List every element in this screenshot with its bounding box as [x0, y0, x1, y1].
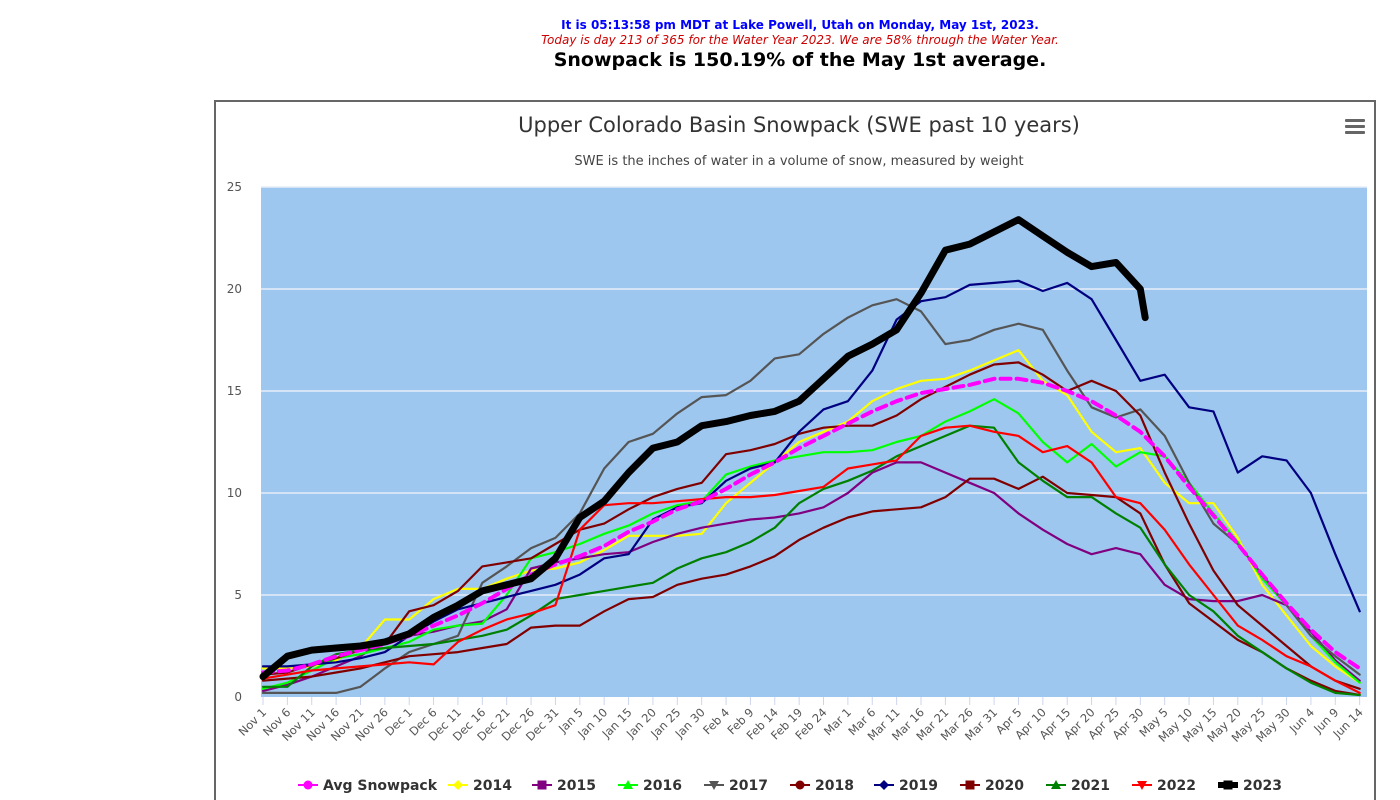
series-line-2018[interactable]	[261, 361, 1361, 690]
diamond-marker-icon	[453, 780, 463, 790]
y-tick-label: 15	[227, 384, 242, 398]
legend-label: 2019	[899, 778, 938, 794]
series-line-2017[interactable]	[261, 298, 1361, 694]
chart-subtitle: SWE is the inches of water in a volume o…	[574, 154, 1023, 169]
series-line-avg-snowpack[interactable]	[261, 376, 1362, 675]
triangle-down-marker-icon	[709, 781, 719, 790]
water-year-line: Today is day 213 of 365 for the Water Ye…	[541, 33, 1059, 47]
y-axis: 0 5 10 15 20 25	[227, 180, 242, 704]
menu-bar	[1345, 131, 1365, 134]
legend-item-2020[interactable]: 2020	[960, 778, 1024, 794]
legend-item-2017[interactable]: 2017	[704, 778, 768, 794]
legend-item-avg-snowpack[interactable]: Avg Snowpack	[298, 778, 438, 794]
legend-item-2015[interactable]: 2015	[532, 778, 596, 794]
series-line-2021[interactable]	[261, 424, 1361, 697]
legend-item-2019[interactable]: 2019	[874, 778, 938, 794]
x-tick-label: Feb 4	[700, 705, 732, 737]
legend-item-2023[interactable]: 2023	[1218, 778, 1282, 794]
diamond-marker-icon	[879, 780, 889, 790]
legend-label: 2021	[1071, 778, 1110, 794]
square-marker-icon	[537, 780, 547, 790]
triangle-marker-icon	[623, 780, 633, 789]
legend-label: 2017	[729, 778, 768, 794]
menu-button[interactable]	[1341, 116, 1369, 140]
menu-bar	[1345, 125, 1365, 128]
chart-title: Upper Colorado Basin Snowpack (SWE past …	[518, 113, 1080, 137]
chart-container: Upper Colorado Basin Snowpack (SWE past …	[214, 100, 1376, 800]
legend-item-2016[interactable]: 2016	[618, 778, 682, 794]
legend-item-2022[interactable]: 2022	[1132, 778, 1196, 794]
legend: Avg Snowpack 2014 2015 2016 2017 2018 2019 2020…	[298, 778, 1282, 794]
series-line-2016[interactable]	[261, 398, 1361, 690]
square-marker-icon	[1223, 780, 1233, 790]
legend-label: 2016	[643, 778, 682, 794]
snowpack-percent-line: Snowpack is 150.19% of the May 1st avera…	[553, 49, 1047, 71]
menu-bar	[1345, 119, 1365, 122]
series-line-2019[interactable]	[261, 279, 1361, 668]
series-lines	[259, 216, 1362, 697]
legend-item-2021[interactable]: 2021	[1046, 778, 1110, 794]
legend-label: 2023	[1243, 778, 1282, 794]
legend-label: 2020	[985, 778, 1024, 794]
triangle-marker-icon	[1051, 780, 1061, 789]
y-tick-label: 5	[234, 588, 242, 602]
legend-label: 2022	[1157, 778, 1196, 794]
square-marker-icon	[965, 780, 975, 790]
y-tick-label: 0	[234, 690, 242, 704]
legend-label: 2014	[473, 778, 512, 794]
legend-label: Avg Snowpack	[323, 778, 438, 794]
hamburger-menu-icon[interactable]	[1345, 119, 1365, 134]
y-tick-label: 20	[227, 282, 242, 296]
current-time-line: It is 05:13:58 pm MDT at Lake Powell, Ut…	[561, 18, 1039, 32]
y-tick-label: 25	[227, 180, 242, 194]
series-line-2022[interactable]	[261, 424, 1361, 694]
x-tick-label: Jun 4	[1286, 705, 1317, 736]
series-line-2014[interactable]	[261, 349, 1361, 684]
circle-marker-icon	[795, 780, 805, 790]
legend-item-2014[interactable]: 2014	[448, 778, 512, 794]
circle-marker-icon	[303, 780, 313, 790]
legend-label: 2018	[815, 778, 854, 794]
triangle-down-marker-icon	[1137, 781, 1147, 790]
legend-label: 2015	[557, 778, 596, 794]
y-tick-label: 10	[227, 486, 242, 500]
series-line-2023[interactable]	[259, 216, 1149, 681]
snowpack-chart: Upper Colorado Basin Snowpack (SWE past …	[227, 113, 1369, 794]
legend-item-2018[interactable]: 2018	[790, 778, 854, 794]
